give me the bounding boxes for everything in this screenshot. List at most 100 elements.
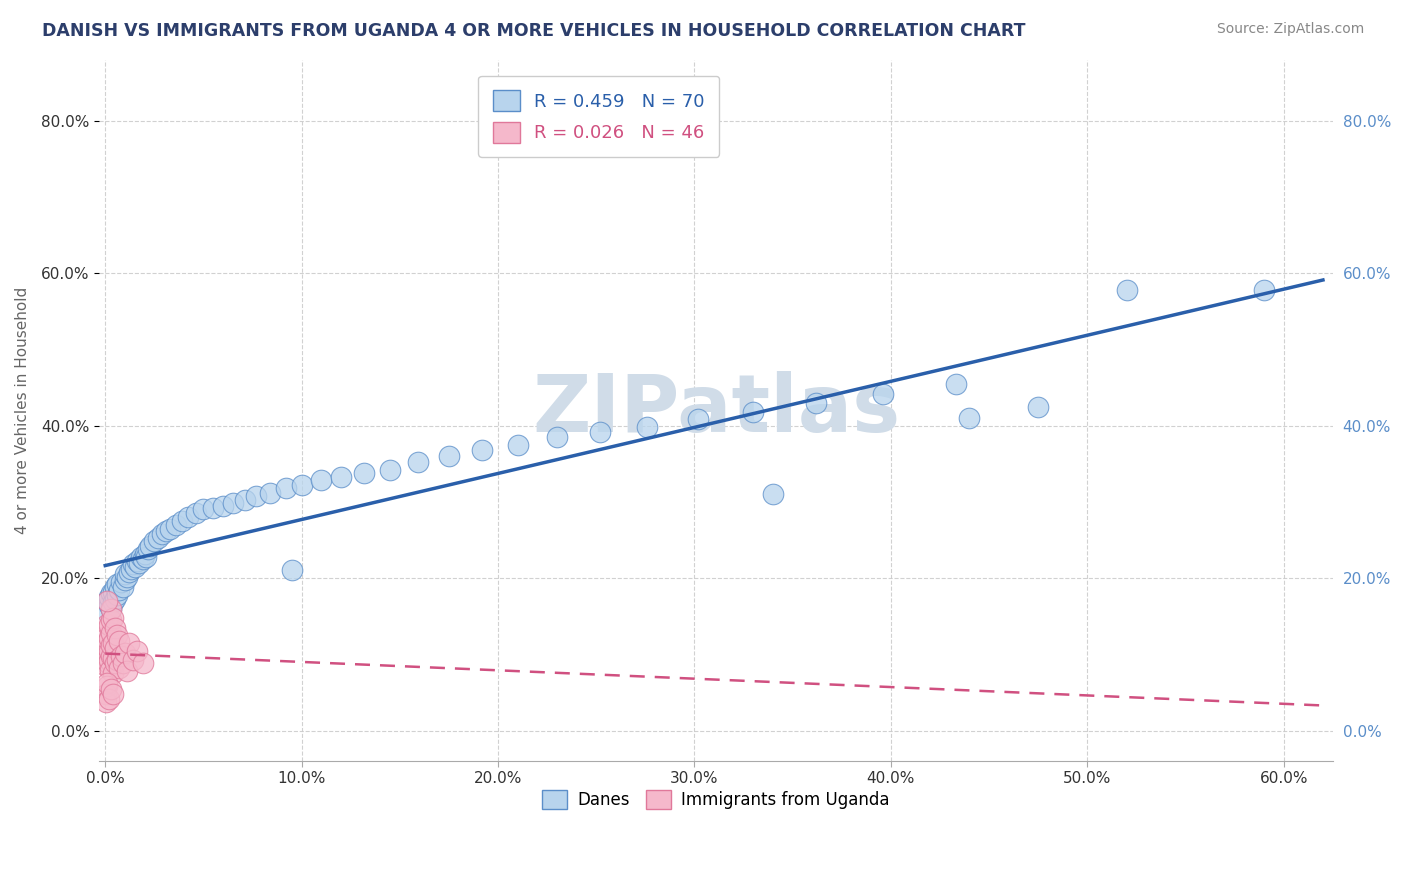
Point xyxy=(121,653,143,667)
Point xyxy=(96,594,118,608)
Point xyxy=(311,474,333,488)
Point xyxy=(100,586,122,600)
Point xyxy=(101,687,124,701)
Point xyxy=(104,592,127,607)
Point xyxy=(96,606,118,620)
Point xyxy=(135,549,157,564)
Point xyxy=(118,565,141,579)
Point xyxy=(806,395,828,409)
Point xyxy=(131,657,153,671)
Point xyxy=(125,643,148,657)
Point xyxy=(353,466,375,480)
Point xyxy=(148,532,170,546)
Text: ZIPatlas: ZIPatlas xyxy=(531,371,900,450)
Point xyxy=(957,411,980,425)
Point xyxy=(329,470,352,484)
Text: DANISH VS IMMIGRANTS FROM UGANDA 4 OR MORE VEHICLES IN HOUSEHOLD CORRELATION CHA: DANISH VS IMMIGRANTS FROM UGANDA 4 OR MO… xyxy=(42,22,1026,40)
Point xyxy=(202,500,225,515)
Point xyxy=(100,681,122,696)
Point xyxy=(98,653,121,667)
Point xyxy=(378,463,401,477)
Point xyxy=(114,646,136,660)
Point xyxy=(98,598,121,612)
Point xyxy=(108,633,131,648)
Point xyxy=(105,588,128,602)
Point xyxy=(100,626,122,640)
Point xyxy=(945,376,967,391)
Point xyxy=(115,664,138,678)
Point xyxy=(762,487,785,501)
Point xyxy=(139,539,162,553)
Point xyxy=(124,559,146,574)
Point xyxy=(138,542,160,557)
Point xyxy=(96,658,118,673)
Point xyxy=(101,611,124,625)
Point xyxy=(437,449,460,463)
Point xyxy=(110,574,132,589)
Point xyxy=(115,569,138,583)
Point xyxy=(742,405,765,419)
Legend: Danes, Immigrants from Uganda: Danes, Immigrants from Uganda xyxy=(536,783,897,816)
Point xyxy=(120,562,142,576)
Point xyxy=(97,633,120,648)
Point xyxy=(105,628,128,642)
Point xyxy=(110,648,132,663)
Point xyxy=(184,506,207,520)
Point xyxy=(159,522,181,536)
Point xyxy=(125,554,148,568)
Point xyxy=(100,638,122,652)
Point xyxy=(111,657,134,671)
Point xyxy=(98,618,121,632)
Point xyxy=(872,386,894,401)
Point xyxy=(96,628,118,642)
Point xyxy=(96,594,118,608)
Point xyxy=(108,661,131,675)
Point xyxy=(165,517,187,532)
Point xyxy=(96,679,118,693)
Point xyxy=(1026,400,1049,414)
Y-axis label: 4 or more Vehicles in Household: 4 or more Vehicles in Household xyxy=(15,286,30,534)
Point xyxy=(259,485,281,500)
Point xyxy=(108,582,131,597)
Point xyxy=(101,651,124,665)
Point xyxy=(1115,283,1137,297)
Point xyxy=(546,430,568,444)
Point xyxy=(98,631,121,645)
Point xyxy=(245,489,267,503)
Point xyxy=(98,590,121,604)
Point xyxy=(155,524,177,538)
Point xyxy=(101,636,124,650)
Point xyxy=(96,616,118,631)
Point xyxy=(114,567,136,582)
Point xyxy=(98,643,121,657)
Point xyxy=(98,663,121,677)
Point xyxy=(101,584,124,599)
Point xyxy=(100,601,122,615)
Point xyxy=(636,420,658,434)
Point xyxy=(96,640,118,654)
Point xyxy=(688,412,710,426)
Point xyxy=(104,580,127,594)
Point xyxy=(111,580,134,594)
Point xyxy=(105,577,128,591)
Point xyxy=(100,613,122,627)
Point xyxy=(96,636,118,650)
Point xyxy=(104,621,127,635)
Point xyxy=(589,425,612,439)
Point xyxy=(177,510,200,524)
Point xyxy=(96,695,118,709)
Point xyxy=(101,666,124,681)
Point xyxy=(143,534,166,549)
Point xyxy=(212,499,235,513)
Point xyxy=(222,496,245,510)
Point xyxy=(291,478,314,492)
Point xyxy=(281,564,304,578)
Point xyxy=(170,514,193,528)
Point xyxy=(104,657,127,671)
Point xyxy=(114,573,136,587)
Point xyxy=(406,455,429,469)
Point xyxy=(150,526,173,541)
Point xyxy=(98,691,121,706)
Point xyxy=(100,648,122,663)
Point xyxy=(233,493,256,508)
